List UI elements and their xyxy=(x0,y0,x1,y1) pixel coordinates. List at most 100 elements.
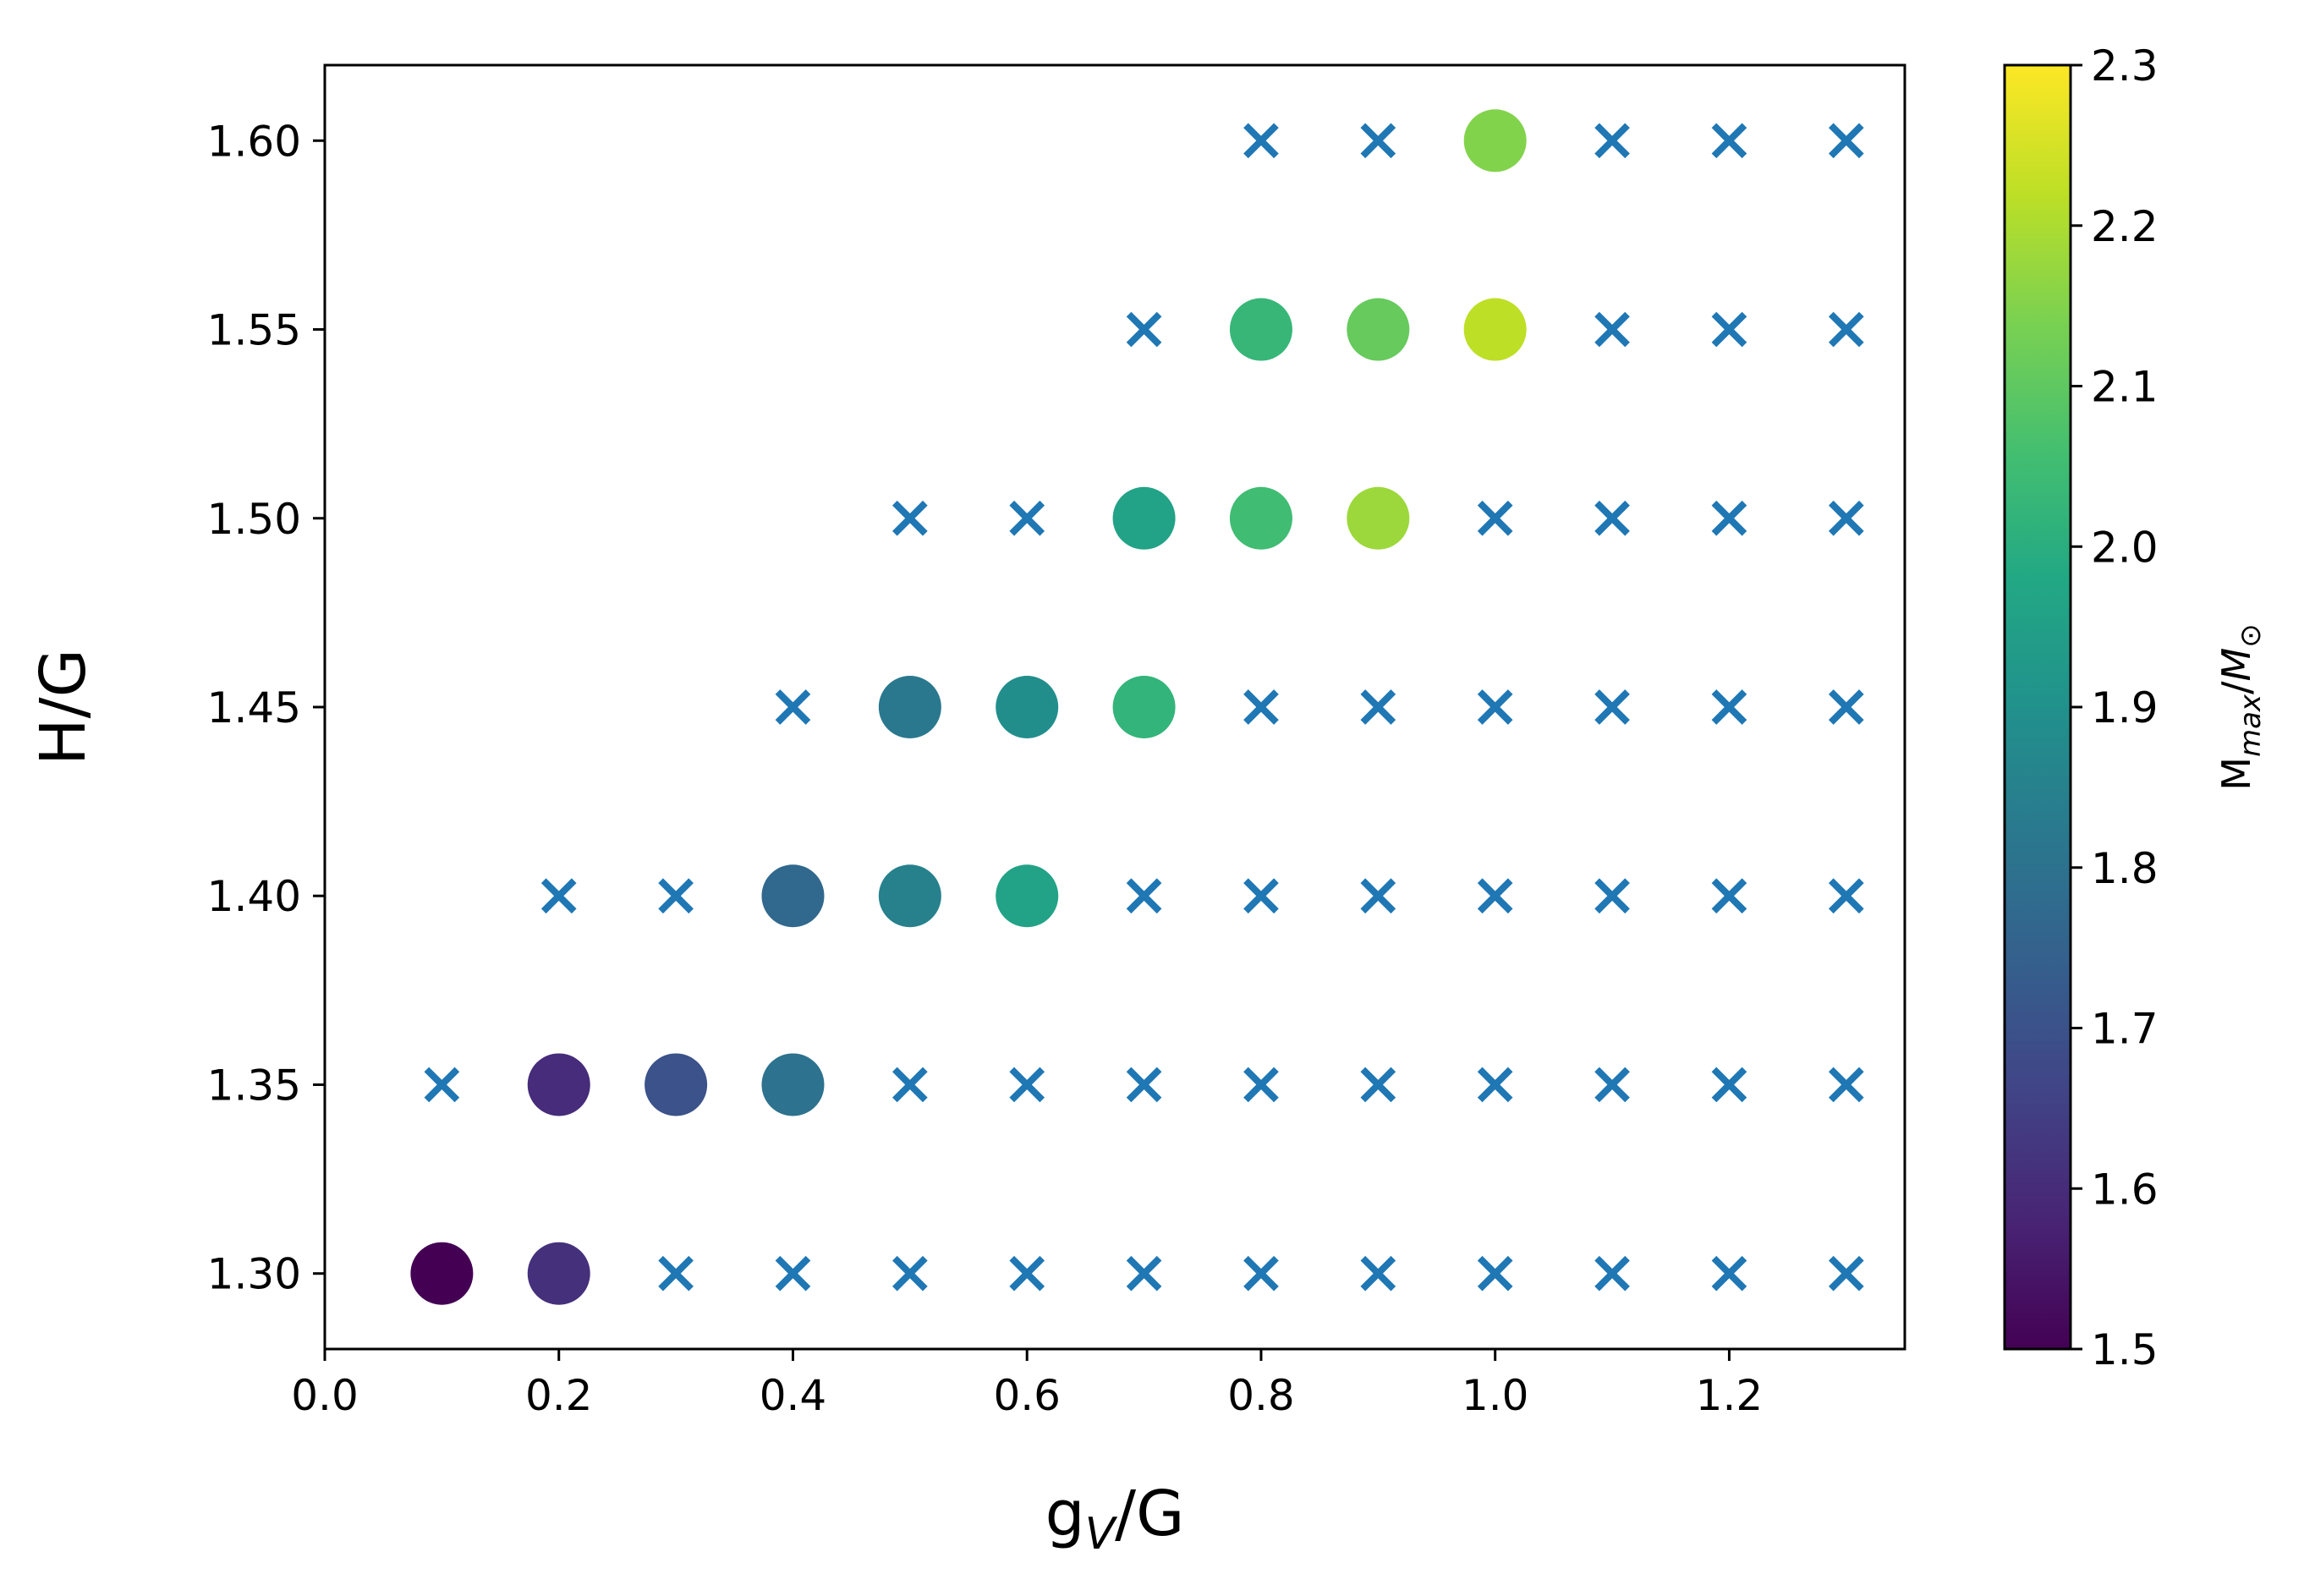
cross-stroke xyxy=(892,1255,928,1292)
y-tick-label: 1.30 xyxy=(207,1250,301,1299)
colorbar-label-sub: max xyxy=(2234,694,2268,757)
cross-marker xyxy=(1126,878,1162,914)
cross-stroke xyxy=(1360,689,1396,725)
cross-stroke xyxy=(1828,123,1864,159)
cross-marker xyxy=(1477,878,1513,914)
cross-marker xyxy=(1126,1255,1162,1292)
circle-marker xyxy=(527,1053,590,1116)
cross-stroke xyxy=(424,1067,460,1103)
cross-stroke xyxy=(1360,123,1396,159)
colorbar-label: Mmax/M⊙ xyxy=(2214,623,2268,790)
cross-marker xyxy=(1594,689,1630,725)
circle-marker xyxy=(1229,298,1292,361)
cross-marker xyxy=(1126,311,1162,348)
colorbar-tick-label: 1.5 xyxy=(2091,1325,2159,1374)
cross-marker xyxy=(658,1255,694,1292)
x-tick-label: 1.0 xyxy=(1462,1371,1529,1420)
cross-marker xyxy=(1009,1067,1045,1103)
circle-marker xyxy=(878,676,941,738)
cross-marker xyxy=(1360,123,1396,159)
y-tick-label: 1.40 xyxy=(207,872,301,921)
cross-stroke xyxy=(1243,1067,1279,1103)
cross-stroke xyxy=(1009,500,1045,536)
cross-marker xyxy=(1711,878,1747,914)
cross-marker xyxy=(775,689,811,725)
cross-marker xyxy=(1243,123,1279,159)
cross-marker xyxy=(1594,500,1630,536)
x-tick-label: 0.8 xyxy=(1227,1371,1295,1420)
cross-marker xyxy=(1711,689,1747,725)
cross-marker xyxy=(1243,689,1279,725)
cross-marker xyxy=(1594,123,1630,159)
cross-stroke xyxy=(1828,878,1864,914)
circle-marker xyxy=(878,864,941,928)
cross-marker xyxy=(658,878,694,914)
cross-stroke xyxy=(1594,123,1630,159)
cross-stroke xyxy=(1828,1067,1864,1103)
cross-marker xyxy=(1009,1255,1045,1292)
circle-marker xyxy=(1347,298,1410,361)
colorbar-label-main: M xyxy=(2214,757,2259,791)
cross-stroke xyxy=(1009,1067,1045,1103)
cross-stroke xyxy=(658,1255,694,1292)
circle-marker xyxy=(761,864,825,928)
colorbar-tick-label: 1.6 xyxy=(2091,1165,2159,1214)
colorbar-tick-label: 2.1 xyxy=(2091,363,2159,412)
x-tick-label: 0.6 xyxy=(993,1371,1061,1420)
x-tick-label: 0.0 xyxy=(291,1371,359,1420)
colorbar-tick-label: 1.8 xyxy=(2091,844,2159,893)
cross-stroke xyxy=(775,1255,811,1292)
cross-marker xyxy=(1711,311,1747,348)
cross-stroke xyxy=(1243,878,1279,914)
cross-stroke xyxy=(775,689,811,725)
cross-stroke xyxy=(1477,689,1513,725)
circle-marker xyxy=(1347,486,1410,550)
y-axis-label: H/G xyxy=(27,649,100,765)
cross-marker xyxy=(1594,311,1630,348)
cross-marker xyxy=(1594,1067,1630,1103)
cross-stroke xyxy=(1477,1067,1513,1103)
circle-marker xyxy=(1112,676,1176,738)
cross-marker xyxy=(1594,878,1630,914)
x-axis-label: gV/G xyxy=(1045,1478,1185,1560)
circle-marker xyxy=(996,676,1059,738)
cross-stroke xyxy=(1477,1255,1513,1292)
cross-marker xyxy=(1360,878,1396,914)
cross-stroke xyxy=(1126,1255,1162,1292)
cross-stroke xyxy=(1711,500,1747,536)
cross-stroke xyxy=(1594,311,1630,348)
x-tick-label: 1.2 xyxy=(1696,1371,1764,1420)
cross-stroke xyxy=(540,878,577,914)
cross-stroke xyxy=(1711,123,1747,159)
cross-stroke xyxy=(1594,1255,1630,1292)
cross-marker xyxy=(1711,1067,1747,1103)
x-axis-label-tail: /G xyxy=(1115,1478,1184,1550)
cross-marker xyxy=(1828,689,1864,725)
cross-stroke xyxy=(1711,1255,1747,1292)
circle-marker xyxy=(761,1053,825,1116)
cross-stroke xyxy=(1594,1067,1630,1103)
cross-marker xyxy=(1711,123,1747,159)
cross-stroke xyxy=(1711,689,1747,725)
cross-marker xyxy=(1360,1255,1396,1292)
cross-marker xyxy=(1243,878,1279,914)
colorbar-tick-label: 2.0 xyxy=(2091,523,2159,572)
cross-marker xyxy=(1828,500,1864,536)
cross-marker xyxy=(1360,1067,1396,1103)
y-tick-label: 1.35 xyxy=(207,1061,301,1110)
cross-stroke xyxy=(1477,878,1513,914)
colorbar-tick-label: 1.9 xyxy=(2091,683,2159,732)
cross-stroke xyxy=(1126,1067,1162,1103)
circle-marker xyxy=(996,864,1059,928)
cross-marker xyxy=(1828,1255,1864,1292)
cross-marker xyxy=(1711,500,1747,536)
x-tick-label: 0.2 xyxy=(525,1371,593,1420)
cross-stroke xyxy=(1126,311,1162,348)
y-tick-label: 1.45 xyxy=(207,683,301,732)
colorbar-tick-label: 1.7 xyxy=(2091,1005,2159,1054)
colorbar-tick-label: 2.3 xyxy=(2091,41,2159,90)
cross-stroke xyxy=(1828,311,1864,348)
circle-marker xyxy=(1463,298,1527,361)
cross-marker xyxy=(1828,123,1864,159)
